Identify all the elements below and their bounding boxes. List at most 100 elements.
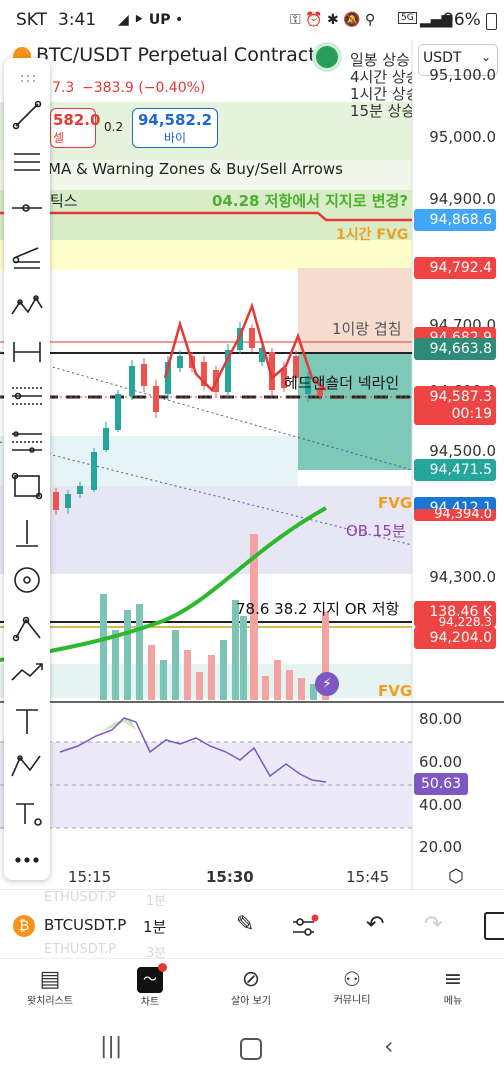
zone-yellow (0, 240, 412, 270)
hs-pattern (163, 302, 327, 393)
chart-icon: 〜 (137, 963, 167, 993)
nav-explore[interactable]: ⊘ 살아 보기 (201, 967, 301, 1007)
community-icon: ⚇ (343, 967, 361, 991)
zone-reward (298, 352, 412, 470)
indicator-name[interactable]: MA & Warning Zones & Buy/Sell Arrows (48, 160, 343, 178)
nav-label: 왓치리스트 (27, 996, 73, 1007)
nav-label: 메뉴 (443, 996, 463, 1007)
spread: 0.2 (104, 120, 124, 134)
chart-canvas[interactable]: BTC/USDT Perpetual Contract USDT ⌄ 7.3 −… (0, 40, 504, 890)
countdown-tag: 00:19 (414, 403, 496, 425)
rectangle-icon (11, 472, 43, 500)
last-price-partial: 7.3 (52, 80, 75, 96)
overlap-label: 1이랑 겹침 (332, 320, 402, 338)
undo-icon[interactable]: ↶ (366, 912, 385, 937)
sell-price: 582.0 (53, 111, 101, 129)
ghost-interval-2: 3분 (146, 946, 167, 961)
price-tag: 94,228.3 (414, 617, 496, 627)
time-axis-label: 15:45 (346, 868, 390, 886)
triangle-pattern-icon (12, 616, 41, 642)
zone-green-mid (0, 190, 412, 240)
chevron-down-icon: ⌄ (481, 50, 492, 64)
fvg-1h-label: 1시간 FVG (336, 227, 409, 243)
text-icon (16, 709, 38, 734)
support-change-note: 04.28 저항에서 지지로 변경? (212, 192, 409, 210)
sell-label: 셀 (53, 131, 65, 145)
rsi-line (59, 717, 327, 783)
volume-bars (100, 534, 329, 700)
fib-extension-icon (12, 431, 42, 453)
pencil-icon[interactable]: ✎ (236, 912, 255, 937)
zone-risk (298, 268, 412, 368)
clock: 3:41 (58, 10, 97, 30)
settings-hex-icon[interactable]: ⬡ (448, 866, 464, 887)
zone-fvg-b (0, 664, 412, 698)
currency-select[interactable]: USDT ⌄ (418, 44, 498, 76)
circle-icon (14, 567, 40, 593)
trend-line-1 (0, 351, 413, 471)
drawing-toolbar (4, 58, 50, 880)
recent-apps-icon[interactable]: ||| (100, 1034, 123, 1059)
redo-icon[interactable]: ↷ (424, 912, 443, 937)
nav-label: 커뮤니티 (333, 995, 371, 1006)
ghost-symbol-2: ETHUSDT.P (44, 942, 117, 957)
abcd-pattern-icon (11, 755, 41, 777)
nav-community[interactable]: ⚇ 커뮤니티 (302, 967, 402, 1006)
menu-icon: ≡ (443, 967, 463, 992)
buy-price: 94,582.2 (137, 111, 213, 129)
rsi-axis-label: 60.00 (419, 753, 462, 771)
interval-selector[interactable]: 1분 (143, 918, 167, 936)
system-nav-bar: ||| ‹ (0, 1020, 504, 1080)
elliott-wave-icon (11, 295, 43, 315)
nav-chart[interactable]: 〜 차트 (100, 963, 200, 1008)
chart-svg[interactable] (0, 40, 504, 890)
zone-green-light (0, 160, 412, 190)
pitchfork-icon (12, 247, 40, 269)
currency-label: USDT (423, 50, 462, 66)
price-tag: 94,394.0 (414, 509, 496, 521)
anchored-text-icon (16, 803, 42, 826)
fib-retracement-icon (12, 387, 42, 405)
symbol-selector[interactable]: BTCUSDT.P (44, 916, 127, 934)
nav-menu[interactable]: ≡ 메뉴 (403, 967, 503, 1007)
home-icon[interactable] (240, 1038, 262, 1060)
time-axis-label: 15:15 (68, 868, 112, 886)
rsi-axis-label: 20.00 (419, 838, 462, 856)
price-tag: 94,868.6 (414, 209, 496, 231)
price-axis-label: 94,500.0 (429, 442, 496, 460)
nav-label: 살아 보기 (231, 996, 271, 1007)
anchor-line-icon (16, 520, 38, 547)
price-tag: 94,792.4 (414, 257, 496, 279)
buy-button[interactable]: 94,582.2 바이 (132, 108, 218, 148)
resistance-line (0, 211, 412, 222)
battery-percent: 96% (443, 10, 481, 30)
arrow-icon (11, 663, 43, 681)
date-range-icon (13, 342, 41, 362)
nav-watchlist[interactable]: ▤ 왓치리스트 (0, 967, 100, 1007)
nav-label: 차트 (140, 997, 160, 1008)
sell-button[interactable]: 582.0 셀 (50, 108, 100, 148)
indicator-short[interactable]: 틱스 (50, 192, 78, 210)
fvg-label-b: FVG (378, 682, 413, 700)
price-axis-label: 94,900.0 (429, 190, 496, 208)
legend-1h: 1시간 상승 (350, 85, 412, 103)
trend-line-icon (12, 100, 42, 130)
horizontal-ray-icon (12, 204, 42, 212)
price-tag: 94,204.0 (414, 627, 496, 649)
network-badge: 5G (398, 12, 417, 24)
indicators-icon[interactable] (290, 914, 320, 940)
market-status-icon (316, 46, 338, 68)
bottom-nav: ▤ 왓치리스트 〜 차트 ⊘ 살아 보기 ⚇ 커뮤니티 ≡ 메뉴 (0, 958, 504, 1021)
battery-icon (486, 13, 497, 30)
price-axis-label: 95,000.0 (429, 128, 496, 146)
system-icons: ⚿ ⏰ ✱ 🔕 ⚲ (290, 12, 376, 28)
symbol-title[interactable]: BTC/USDT Perpetual Contract (36, 44, 316, 66)
back-icon[interactable]: ‹ (384, 1032, 394, 1060)
buy-label: 바이 (163, 131, 187, 145)
price-axis-label: 94,300.0 (429, 568, 496, 586)
notif-icons: ◢ ⯈ UP • (118, 12, 184, 28)
lightning-icon[interactable]: ⚡ (315, 672, 339, 696)
fullscreen-icon[interactable] (484, 912, 504, 940)
price-tag: 94,663.8 (414, 338, 496, 360)
drag-handle-icon (21, 75, 35, 82)
